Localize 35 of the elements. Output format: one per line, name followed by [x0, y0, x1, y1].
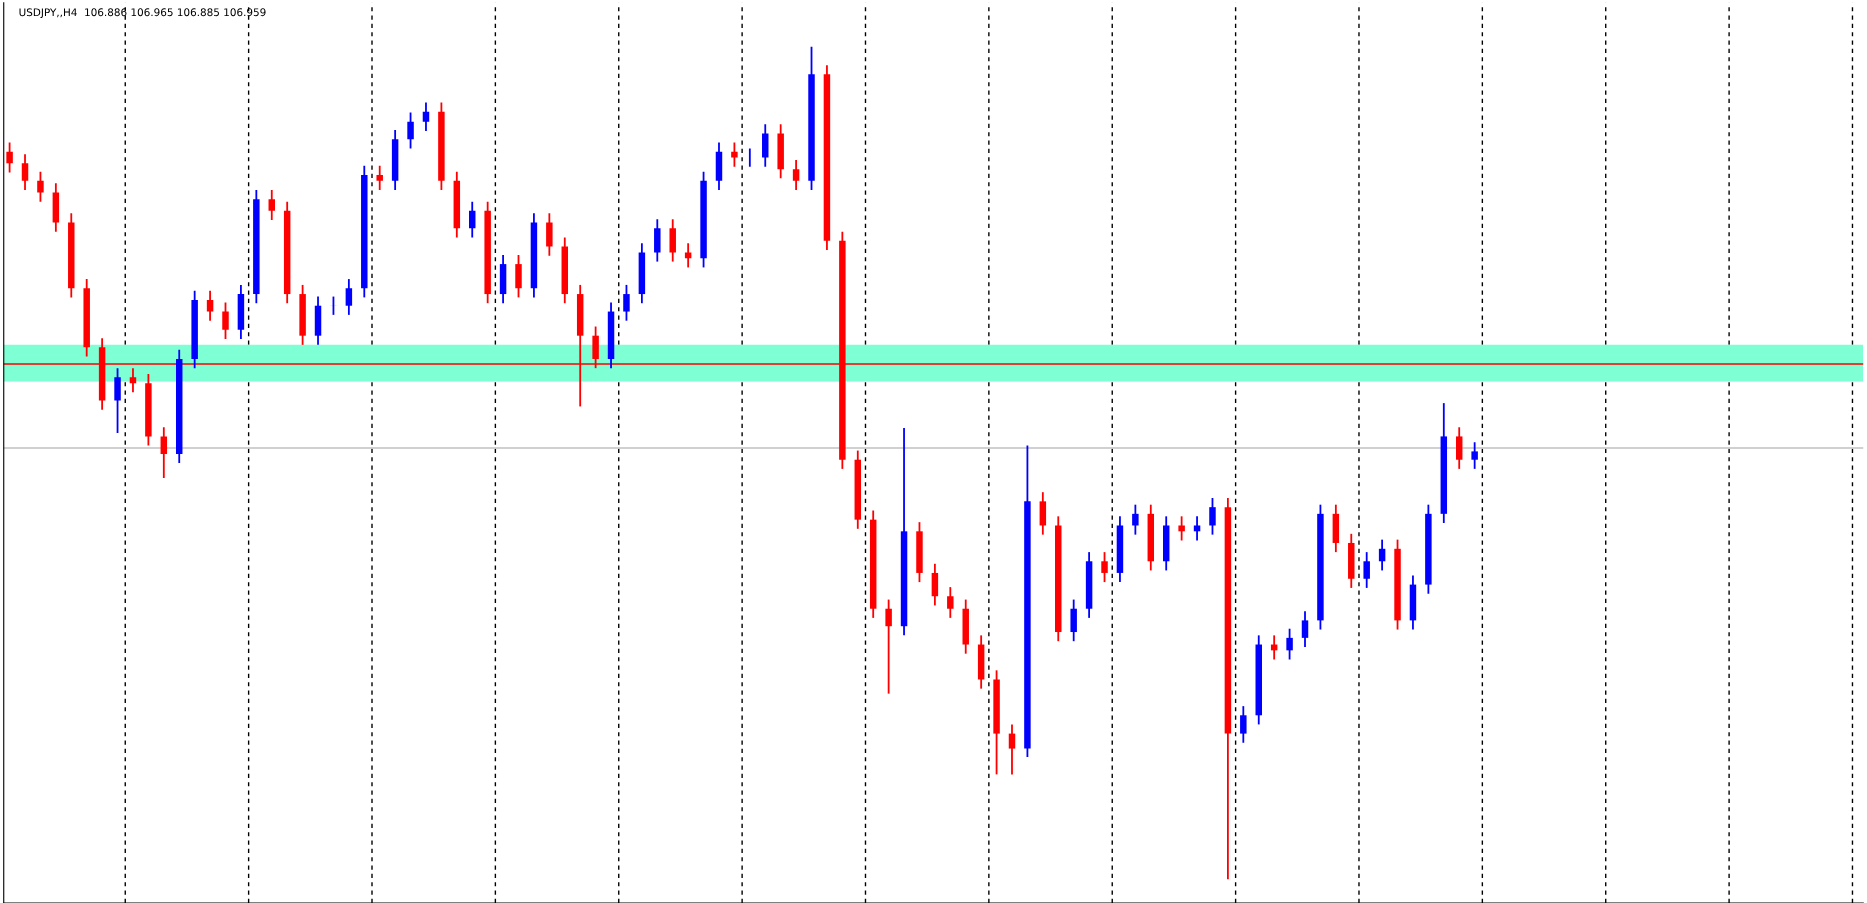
- candlestick: [1193, 515, 1201, 542]
- candlestick: [731, 141, 738, 168]
- candlestick: [407, 111, 414, 150]
- candlestick: [37, 170, 44, 203]
- candlestick: [1301, 610, 1309, 648]
- candlestick: [1209, 497, 1216, 536]
- candlestick: [885, 598, 892, 695]
- candlestick: [1132, 503, 1139, 536]
- candlestick: [160, 426, 168, 479]
- candlestick: [21, 153, 29, 191]
- candlestick: [206, 289, 214, 322]
- candlestick: [222, 301, 229, 340]
- candlestick: [947, 586, 954, 619]
- candlestick: [1101, 551, 1108, 583]
- candlestick: [1286, 627, 1293, 661]
- candlestick: [623, 284, 630, 322]
- candlestick: [1070, 598, 1077, 643]
- candlestick: [345, 278, 353, 316]
- candlestick: [792, 159, 800, 191]
- chart-title: USDJPY,,H4 106.886 106.965 106.885 106.959: [19, 8, 266, 19]
- candlestick: [1178, 515, 1185, 542]
- candlestick: [422, 101, 430, 132]
- candlestick: [1240, 705, 1247, 744]
- candlestick: [469, 200, 476, 239]
- candlestick: [376, 164, 383, 191]
- candlestick: [268, 189, 275, 221]
- candlestick: [931, 562, 939, 607]
- candlestick: [1471, 441, 1478, 470]
- candlestick: [1008, 723, 1016, 776]
- candlestick: [114, 367, 121, 434]
- candlestick: [1455, 426, 1463, 470]
- candlestick: [129, 367, 137, 394]
- candlestick: [6, 141, 13, 174]
- candlestick: [684, 242, 692, 269]
- candlestick: [1363, 551, 1370, 589]
